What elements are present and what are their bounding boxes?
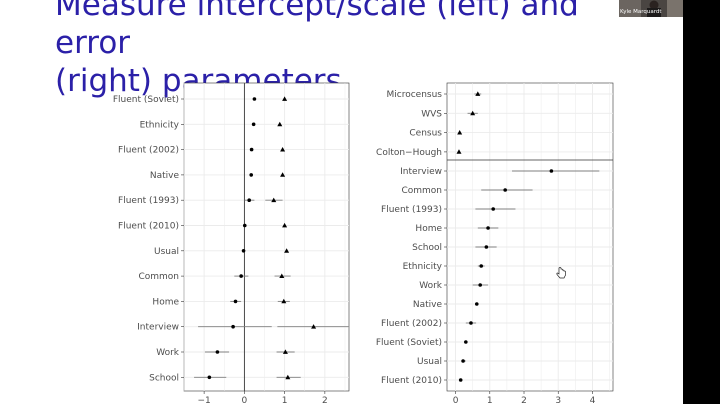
left-point-triangle (280, 172, 286, 177)
right-y-label: Work (419, 281, 443, 291)
left-point-triangle (280, 147, 286, 152)
right-y-label: Interview (400, 167, 442, 177)
left-point-triangle (279, 273, 285, 278)
right-y-label: Fluent (2010) (381, 376, 442, 386)
right-y-label: Home (415, 224, 442, 234)
left-point-circle (249, 147, 254, 152)
right-point-triangle (475, 91, 481, 96)
slide-title-line-1: Measure intercept/scale (left) and error (55, 0, 579, 61)
right-y-label: Fluent (2002) (381, 319, 442, 329)
right-y-label: Fluent (1993) (381, 205, 442, 215)
webcam-participant-name: Kyle Marquardt (620, 9, 662, 15)
left-point-circle (233, 299, 238, 304)
left-point-circle (247, 198, 251, 202)
right-x-tick-label: 1 (487, 396, 493, 404)
left-y-label: Fluent (2002) (118, 146, 179, 156)
right-point-triangle (470, 110, 476, 116)
right-plot-labels: Microcensus WVS Census Colton−Hough Intervie… (376, 90, 447, 386)
webcam-video (619, 0, 683, 17)
right-y-label: Census (409, 129, 442, 139)
right-y-label: Usual (417, 357, 442, 367)
left-y-label: Native (150, 171, 180, 181)
left-y-label: School (149, 373, 179, 383)
right-plot-panel (446, 82, 614, 392)
right-point-circle (458, 378, 463, 382)
right-x-tick-label: 3 (555, 396, 561, 404)
left-y-label: Common (138, 272, 179, 282)
right-y-label: Native (413, 300, 443, 310)
left-plot-panel (183, 82, 350, 392)
left-plot-marks (194, 96, 349, 380)
right-point-circle (479, 264, 484, 268)
right-point-triangle (456, 149, 462, 154)
left-point-triangle (282, 349, 288, 354)
left-point-circle (251, 122, 256, 127)
right-point-circle (486, 226, 490, 230)
left-y-label: Home (152, 297, 179, 307)
right-y-label: Common (401, 186, 442, 196)
left-point-triangle (271, 197, 277, 203)
left-point-circle (231, 324, 235, 329)
webcam-thumbnail[interactable]: Kyle Marquardt (619, 0, 683, 17)
right-point-circle (549, 169, 554, 173)
right-x-tick-label: 4 (590, 396, 596, 404)
left-x-tick-label: 2 (322, 396, 328, 404)
left-point-circle (252, 97, 257, 101)
hand-cursor-icon (556, 267, 566, 279)
right-plot-marks (456, 91, 600, 382)
right-y-label: Ethnicity (403, 262, 443, 272)
left-y-label: Fluent (2010) (118, 222, 179, 232)
right-x-tick-label: 0 (453, 396, 459, 404)
right-y-label: School (412, 243, 442, 253)
left-plot-labels: Fluent (Soviet) Ethnicity Fluent (2002) Nat… (113, 95, 184, 383)
left-point-triangle (282, 96, 288, 101)
right-point-circle (484, 245, 489, 249)
right-point-circle (464, 340, 468, 344)
left-y-label: Fluent (1993) (118, 196, 179, 206)
left-point-circle (249, 173, 254, 177)
left-point-triangle (311, 324, 317, 329)
left-y-label: Interview (137, 323, 179, 333)
right-point-circle (478, 283, 483, 287)
left-point-circle (207, 375, 212, 380)
presentation-slide: Measure intercept/scale (left) and error… (55, 0, 683, 404)
left-x-tick-label: 1 (282, 396, 288, 404)
right-point-circle (491, 207, 496, 211)
right-point-circle (503, 188, 507, 192)
left-x-tick-label: 0 (241, 396, 247, 404)
left-y-label: Usual (154, 247, 179, 257)
left-point-triangle (284, 248, 290, 253)
left-plot-x-ticks: −1 0 1 2 (197, 391, 328, 404)
left-point-circle (242, 223, 247, 228)
left-x-tick-label: −1 (197, 396, 210, 404)
left-coefficient-plot: Fluent (Soviet) Ethnicity Fluent (2002) Nat… (113, 82, 350, 404)
left-y-label: Ethnicity (140, 120, 180, 130)
left-y-label: Fluent (Soviet) (113, 95, 179, 105)
left-y-label: Work (156, 348, 180, 358)
right-x-tick-label: 2 (521, 396, 527, 404)
right-point-circle (469, 321, 473, 325)
left-point-triangle (281, 298, 287, 304)
right-y-label: Colton−Hough (376, 148, 442, 158)
left-point-circle (241, 249, 246, 253)
right-point-circle (461, 359, 465, 363)
right-point-circle (474, 302, 479, 306)
right-point-triangle (457, 130, 463, 135)
black-sidebar (683, 0, 720, 404)
left-point-triangle (277, 121, 283, 127)
right-y-label: Fluent (Soviet) (376, 338, 442, 348)
right-y-label: Microcensus (387, 90, 443, 100)
left-point-circle (239, 274, 243, 278)
right-y-label: WVS (421, 109, 442, 119)
left-point-triangle (282, 222, 288, 228)
left-point-circle (215, 350, 220, 354)
right-coefficient-plot: Microcensus WVS Census Colton−Hough Intervie… (376, 82, 614, 404)
right-plot-x-ticks: 0 1 2 3 4 (453, 391, 596, 404)
left-point-triangle (285, 374, 291, 380)
